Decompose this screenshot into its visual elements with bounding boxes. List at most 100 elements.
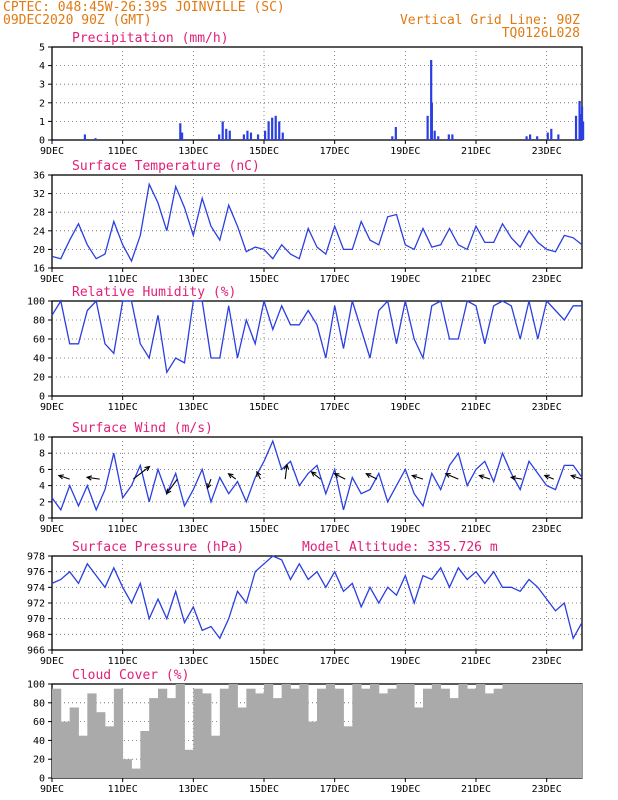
cloud-bar <box>431 684 442 778</box>
wind-arrow-head <box>227 472 234 479</box>
precip-bar <box>451 134 454 140</box>
y-tick-label: 32 <box>33 189 45 200</box>
precip-bar <box>249 132 253 140</box>
wind-arrow <box>283 463 290 480</box>
x-tick-label: 23DEC <box>532 784 562 795</box>
y-tick-label: 4 <box>39 481 45 492</box>
wind-arrow-shaft <box>571 474 583 480</box>
x-tick-label: 11DEC <box>108 146 138 157</box>
panel-4: 0 2 4 6 8 10 9DEC 11DEC 13DEC 15DEC 17DEC 19DEC 21DE… <box>33 421 583 535</box>
precip-bar <box>228 130 231 140</box>
wind-arrow-head <box>333 473 340 479</box>
precip-bar <box>525 136 528 140</box>
precip-bar <box>278 121 281 140</box>
wind-arrow-head <box>444 472 451 478</box>
header-grid-note: Vertical Grid Line: 90Z <box>400 13 580 28</box>
x-tick-label: 15DEC <box>249 784 279 795</box>
wind-arrow-head <box>256 470 262 477</box>
precip-bar <box>394 126 397 140</box>
cloud-bar <box>202 693 212 778</box>
x-tick-label: 15DEC <box>249 524 279 535</box>
cloud-bar <box>343 726 353 778</box>
y-tick-label: 100 <box>27 297 45 308</box>
cloud-bar <box>290 688 300 778</box>
y-tick-label: 2 <box>39 497 45 508</box>
cloud-bar <box>396 684 406 778</box>
precip-bar <box>180 132 184 140</box>
x-tick-label: 17DEC <box>320 146 350 157</box>
cloud-bar <box>458 684 468 778</box>
panel-2: 16 20 24 28 32 36 9DEC 11DEC 13DEC 15DEC 17DEC 19DE… <box>33 159 583 285</box>
cloud-bar <box>537 684 548 778</box>
x-tick-label: 21DEC <box>461 784 491 795</box>
y-tick-label: 40 <box>33 736 45 747</box>
y-tick-label: 970 <box>27 614 45 625</box>
wind-arrow-shaft <box>445 473 459 480</box>
cloud-bar <box>299 684 309 778</box>
cloud-bar <box>237 707 247 778</box>
y-tick-label: 8 <box>39 449 45 460</box>
x-tick-label: 21DEC <box>461 656 491 667</box>
y-tick-label: 4 <box>39 61 45 72</box>
cloud-bar <box>246 688 256 778</box>
precip-bar <box>221 121 224 140</box>
cloud-bar <box>228 684 238 778</box>
header-line1: CPTEC: 048:45W-26:39S JOINVILLE (SC) <box>3 0 285 15</box>
x-tick-label: 21DEC <box>461 524 491 535</box>
wind-arrow <box>478 474 491 480</box>
cloud-bar <box>264 684 274 778</box>
plot-frame <box>51 436 583 519</box>
y-tick-label: 28 <box>33 208 45 219</box>
wind-arrow <box>411 474 424 480</box>
wind-arrow-shaft <box>544 475 554 480</box>
x-tick-label: 23DEC <box>532 656 562 667</box>
wind-arrow <box>509 475 523 481</box>
cloud-bar <box>175 684 185 778</box>
panel-title: Surface Pressure (hPa) <box>72 540 244 555</box>
cloud-bar <box>352 684 362 778</box>
y-tick-label: 36 <box>33 171 45 182</box>
wind-arrow-shaft <box>206 478 212 489</box>
plot-frame <box>51 46 583 141</box>
cloud-bar <box>113 688 124 778</box>
cloud-bar <box>281 684 291 778</box>
precip-bar <box>267 121 270 140</box>
precip-bar <box>391 136 394 140</box>
wind-arrow <box>333 473 346 480</box>
cloud-bar <box>564 684 574 778</box>
wind-arrow <box>132 465 151 480</box>
cloud-bar <box>105 726 115 778</box>
cloud-bar <box>69 707 79 778</box>
y-tick-label: 972 <box>27 599 45 610</box>
x-tick-label: 9DEC <box>40 274 64 285</box>
panel-title: Precipitation (mm/h) <box>72 31 229 46</box>
wind-arrow-head <box>85 475 93 481</box>
cloud-bar <box>484 693 495 778</box>
x-tick-label: 19DEC <box>390 402 420 413</box>
x-tick-label: 17DEC <box>320 656 350 667</box>
x-tick-label: 11DEC <box>108 656 138 667</box>
y-tick-label: 16 <box>33 264 45 275</box>
y-tick-label: 80 <box>33 316 45 327</box>
wind-arrow-shaft <box>479 474 491 480</box>
x-tick-label: 11DEC <box>108 784 138 795</box>
x-tick-label: 17DEC <box>320 524 350 535</box>
x-tick-label: 13DEC <box>178 784 208 795</box>
precip-bar <box>271 117 274 140</box>
precip-bar <box>557 134 560 140</box>
x-tick-label: 15DEC <box>249 402 279 413</box>
precip-bar <box>578 100 581 140</box>
wind-arrow-head <box>165 488 172 495</box>
cloud-bar <box>555 684 565 778</box>
wind-arrow-head <box>206 483 212 490</box>
y-tick-label: 5 <box>39 43 45 54</box>
cloud-bar <box>78 735 88 778</box>
cloud-bar <box>255 693 265 778</box>
precip-bar <box>433 130 436 140</box>
cloud-bar <box>166 698 177 778</box>
cloud-bar <box>529 684 539 778</box>
wind-arrow-shaft <box>58 474 70 480</box>
wind-arrow-head <box>478 474 485 480</box>
x-tick-label: 11DEC <box>108 274 138 285</box>
y-tick-label: 976 <box>27 567 45 578</box>
